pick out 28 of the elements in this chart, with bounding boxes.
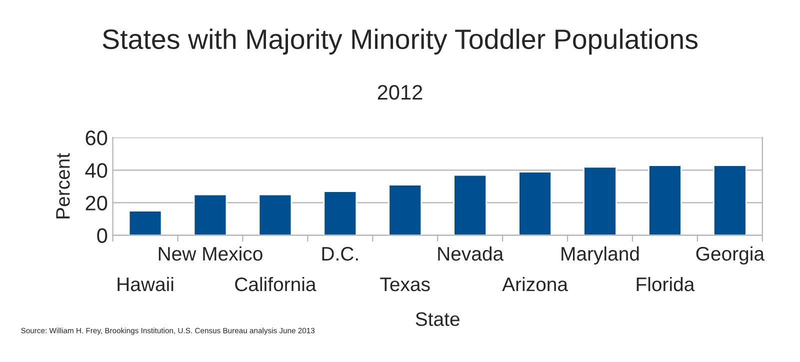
x-tick-label: New Mexico (158, 246, 262, 261)
bar (128, 210, 162, 236)
y-tick-label: 0 (97, 228, 108, 244)
x-tick-label: Florida (636, 276, 695, 292)
bar (453, 174, 488, 236)
bar (193, 194, 228, 236)
x-tick-label: Georgia (696, 246, 765, 265)
bar (518, 171, 552, 236)
x-tick-label: Texas (380, 278, 430, 292)
y-tick-label: 20 (86, 196, 108, 210)
y-tick-label: 40 (85, 163, 108, 178)
x-tick-label: Maryland (562, 246, 639, 265)
x-tick-label: D.C. (322, 246, 358, 261)
bar (388, 184, 422, 236)
bar (712, 164, 747, 236)
x-tick-label: California (235, 276, 316, 292)
x-tick-label: Arizona (502, 276, 568, 292)
bar (583, 166, 617, 236)
bar (648, 164, 682, 236)
bar (258, 194, 292, 236)
chart-subtitle: 2012 (378, 84, 422, 100)
bar (323, 190, 358, 236)
y-axis-title: Percent (56, 153, 70, 218)
chart-title: States with Majority Minority Toddler Populations (102, 28, 698, 55)
x-tick-label: Hawaii (118, 276, 174, 292)
y-tick-label: 60 (86, 130, 108, 146)
x-axis-title: State (416, 312, 460, 326)
x-tick-label: Nevada (438, 246, 504, 261)
